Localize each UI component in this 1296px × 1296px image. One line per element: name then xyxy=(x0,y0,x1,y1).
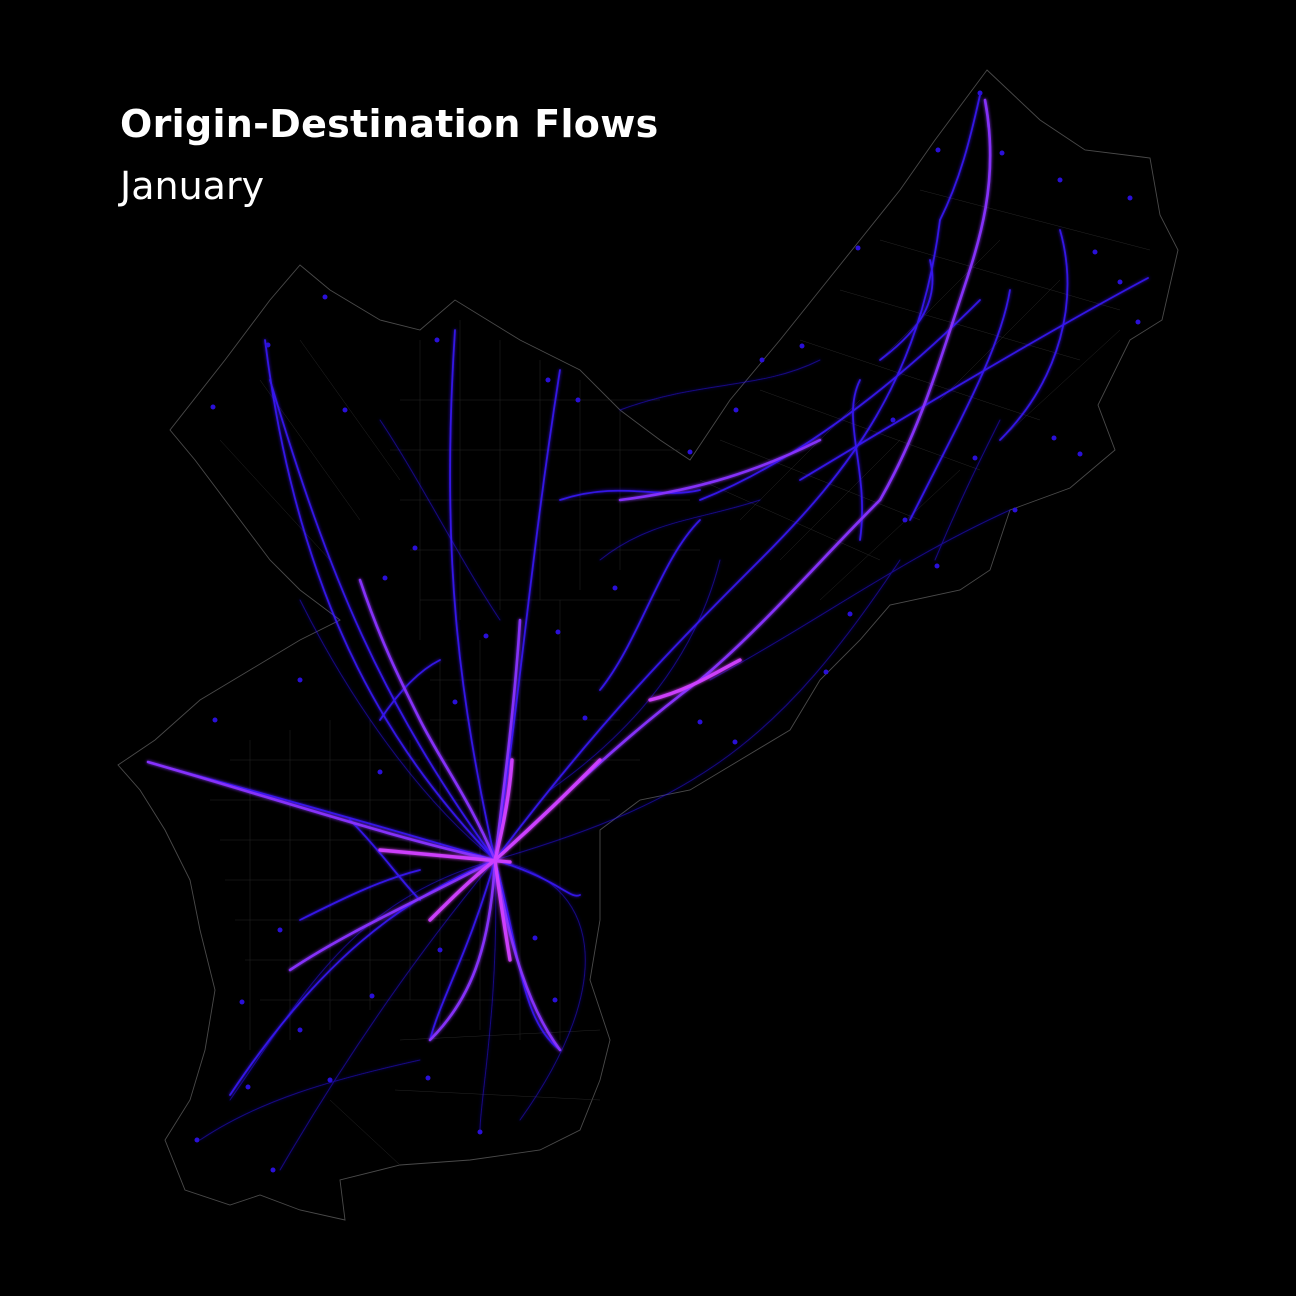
title-block: Origin-Destination Flows January xyxy=(120,100,659,210)
tract-boundaries xyxy=(210,189,1151,1166)
city-boundary xyxy=(117,69,1179,1221)
map-title: Origin-Destination Flows xyxy=(120,102,659,146)
map-subtitle: January xyxy=(120,164,265,208)
od-nodes xyxy=(194,90,1141,1173)
flow-lines xyxy=(146,94,1149,1171)
